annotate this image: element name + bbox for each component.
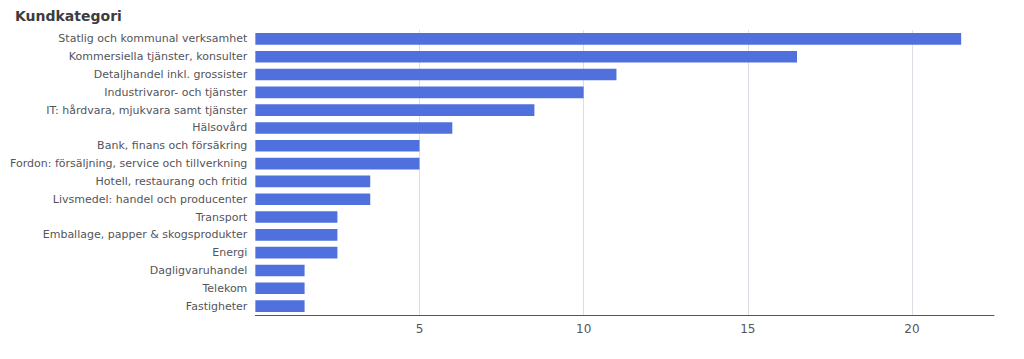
svg-text:Bank, finans och försäkring: Bank, finans och försäkring: [97, 139, 247, 152]
svg-text:20: 20: [904, 322, 919, 336]
svg-text:Telekom: Telekom: [201, 282, 247, 295]
svg-text:5: 5: [416, 322, 424, 336]
svg-text:Energi: Energi: [212, 246, 247, 259]
svg-text:Statlig och kommunal verksamhe: Statlig och kommunal verksamhet: [58, 32, 248, 45]
svg-text:Detaljhandel inkl. grossister: Detaljhandel inkl. grossister: [94, 68, 248, 81]
svg-text:Fastigheter: Fastigheter: [186, 300, 248, 313]
svg-text:10: 10: [576, 322, 591, 336]
svg-text:Kommersiella tjänster, konsult: Kommersiella tjänster, konsulter: [69, 50, 248, 63]
svg-text:Dagligvaruhandel: Dagligvaruhandel: [150, 264, 248, 277]
svg-text:IT: hårdvara, mjukvara samt tj: IT: hårdvara, mjukvara samt tjänster: [46, 104, 248, 117]
svg-text:Hotell, restaurang och fritid: Hotell, restaurang och fritid: [96, 175, 248, 188]
svg-text:Hälsovård: Hälsovård: [192, 121, 247, 134]
svg-text:Kundkategori: Kundkategori: [15, 8, 122, 24]
svg-text:Industrivaror- och tjänster: Industrivaror- och tjänster: [104, 86, 247, 99]
svg-text:Transport: Transport: [195, 211, 248, 224]
svg-text:Emballage, papper & skogsprodu: Emballage, papper & skogsprodukter: [43, 228, 248, 241]
svg-text:Livsmedel: handel och producen: Livsmedel: handel och producenter: [53, 193, 248, 206]
svg-text:Fordon: försäljning, service o: Fordon: försäljning, service och tillver…: [10, 157, 247, 170]
svg-text:15: 15: [740, 322, 755, 336]
